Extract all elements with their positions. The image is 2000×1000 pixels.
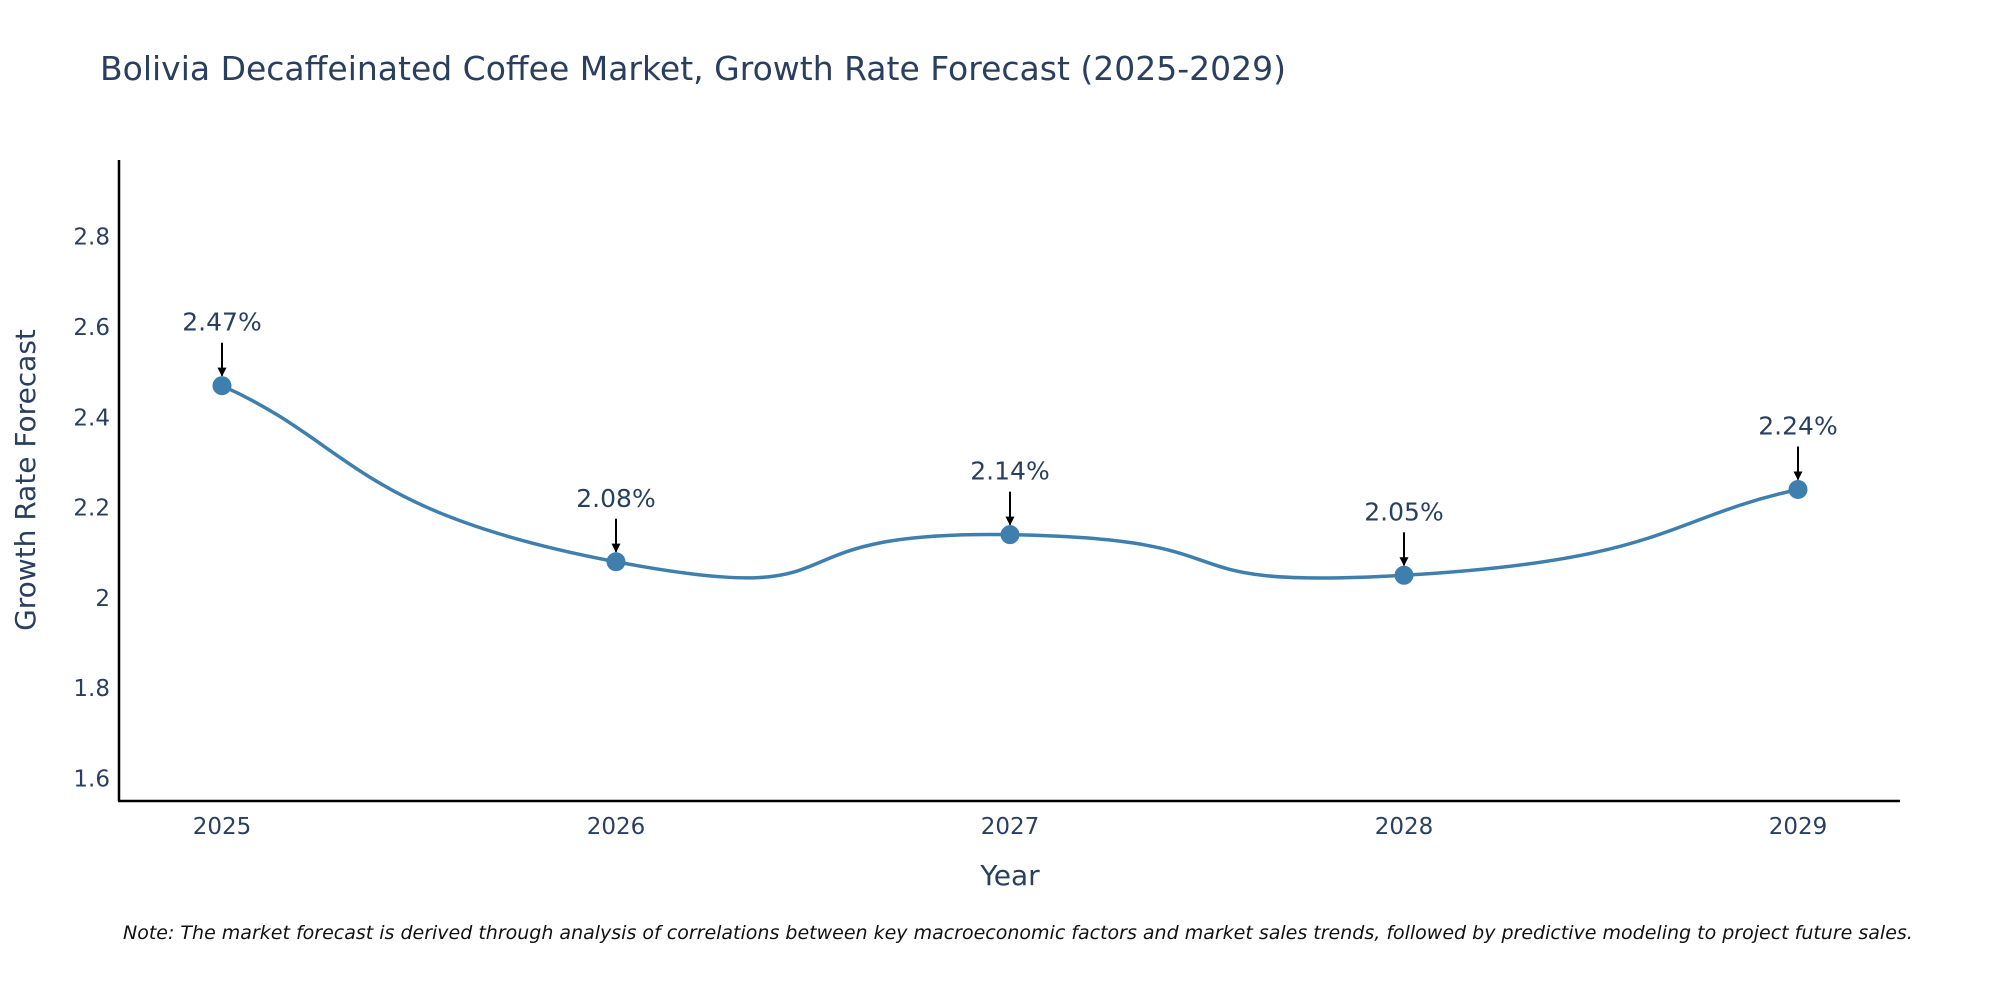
plot-area: 1.6 1.8 2 2.2 2.4 2.6 2.8 2025 2026 2027 2028 2029… <box>73 160 1900 840</box>
data-label: 2.08% <box>576 484 655 513</box>
x-tick-label: 2025 <box>193 814 252 840</box>
data-point <box>1394 565 1414 585</box>
data-label: 2.47% <box>182 308 261 337</box>
chart-note: Note: The market forecast is derived thr… <box>123 922 1913 944</box>
x-tick-label: 2026 <box>587 814 646 840</box>
data-label: 2.24% <box>1758 412 1837 441</box>
data-label: 2.05% <box>1364 497 1443 526</box>
y-tick-label: 2.4 <box>73 405 110 431</box>
y-axis-title: Growth Rate Forecast <box>9 329 42 631</box>
x-axis-title: Year <box>979 859 1040 892</box>
chart-title: Bolivia Decaffeinated Coffee Market, Gro… <box>100 49 1286 88</box>
data-point <box>1788 480 1808 500</box>
data-annotations: 2.47% 2.08% 2.14% 2.05% 2.24% <box>182 308 1838 567</box>
y-tick-label: 1.8 <box>73 676 110 702</box>
data-label: 2.14% <box>970 457 1049 486</box>
data-point <box>606 552 626 572</box>
y-tick-label: 1.6 <box>73 766 110 792</box>
x-tick-label: 2028 <box>1375 814 1434 840</box>
data-point <box>1000 525 1020 545</box>
y-tick-label: 2 <box>95 586 110 612</box>
y-tick-label: 2.8 <box>73 225 110 251</box>
x-tick-label: 2029 <box>1769 814 1828 840</box>
y-tick-label: 2.2 <box>73 496 110 522</box>
y-tick-label: 2.6 <box>73 315 110 341</box>
data-point <box>212 376 232 396</box>
x-tick-labels: 2025 2026 2027 2028 2029 <box>193 814 1828 840</box>
data-points <box>212 376 1808 585</box>
x-tick-label: 2027 <box>981 814 1040 840</box>
y-tick-labels: 1.6 1.8 2 2.2 2.4 2.6 2.8 <box>73 225 110 793</box>
